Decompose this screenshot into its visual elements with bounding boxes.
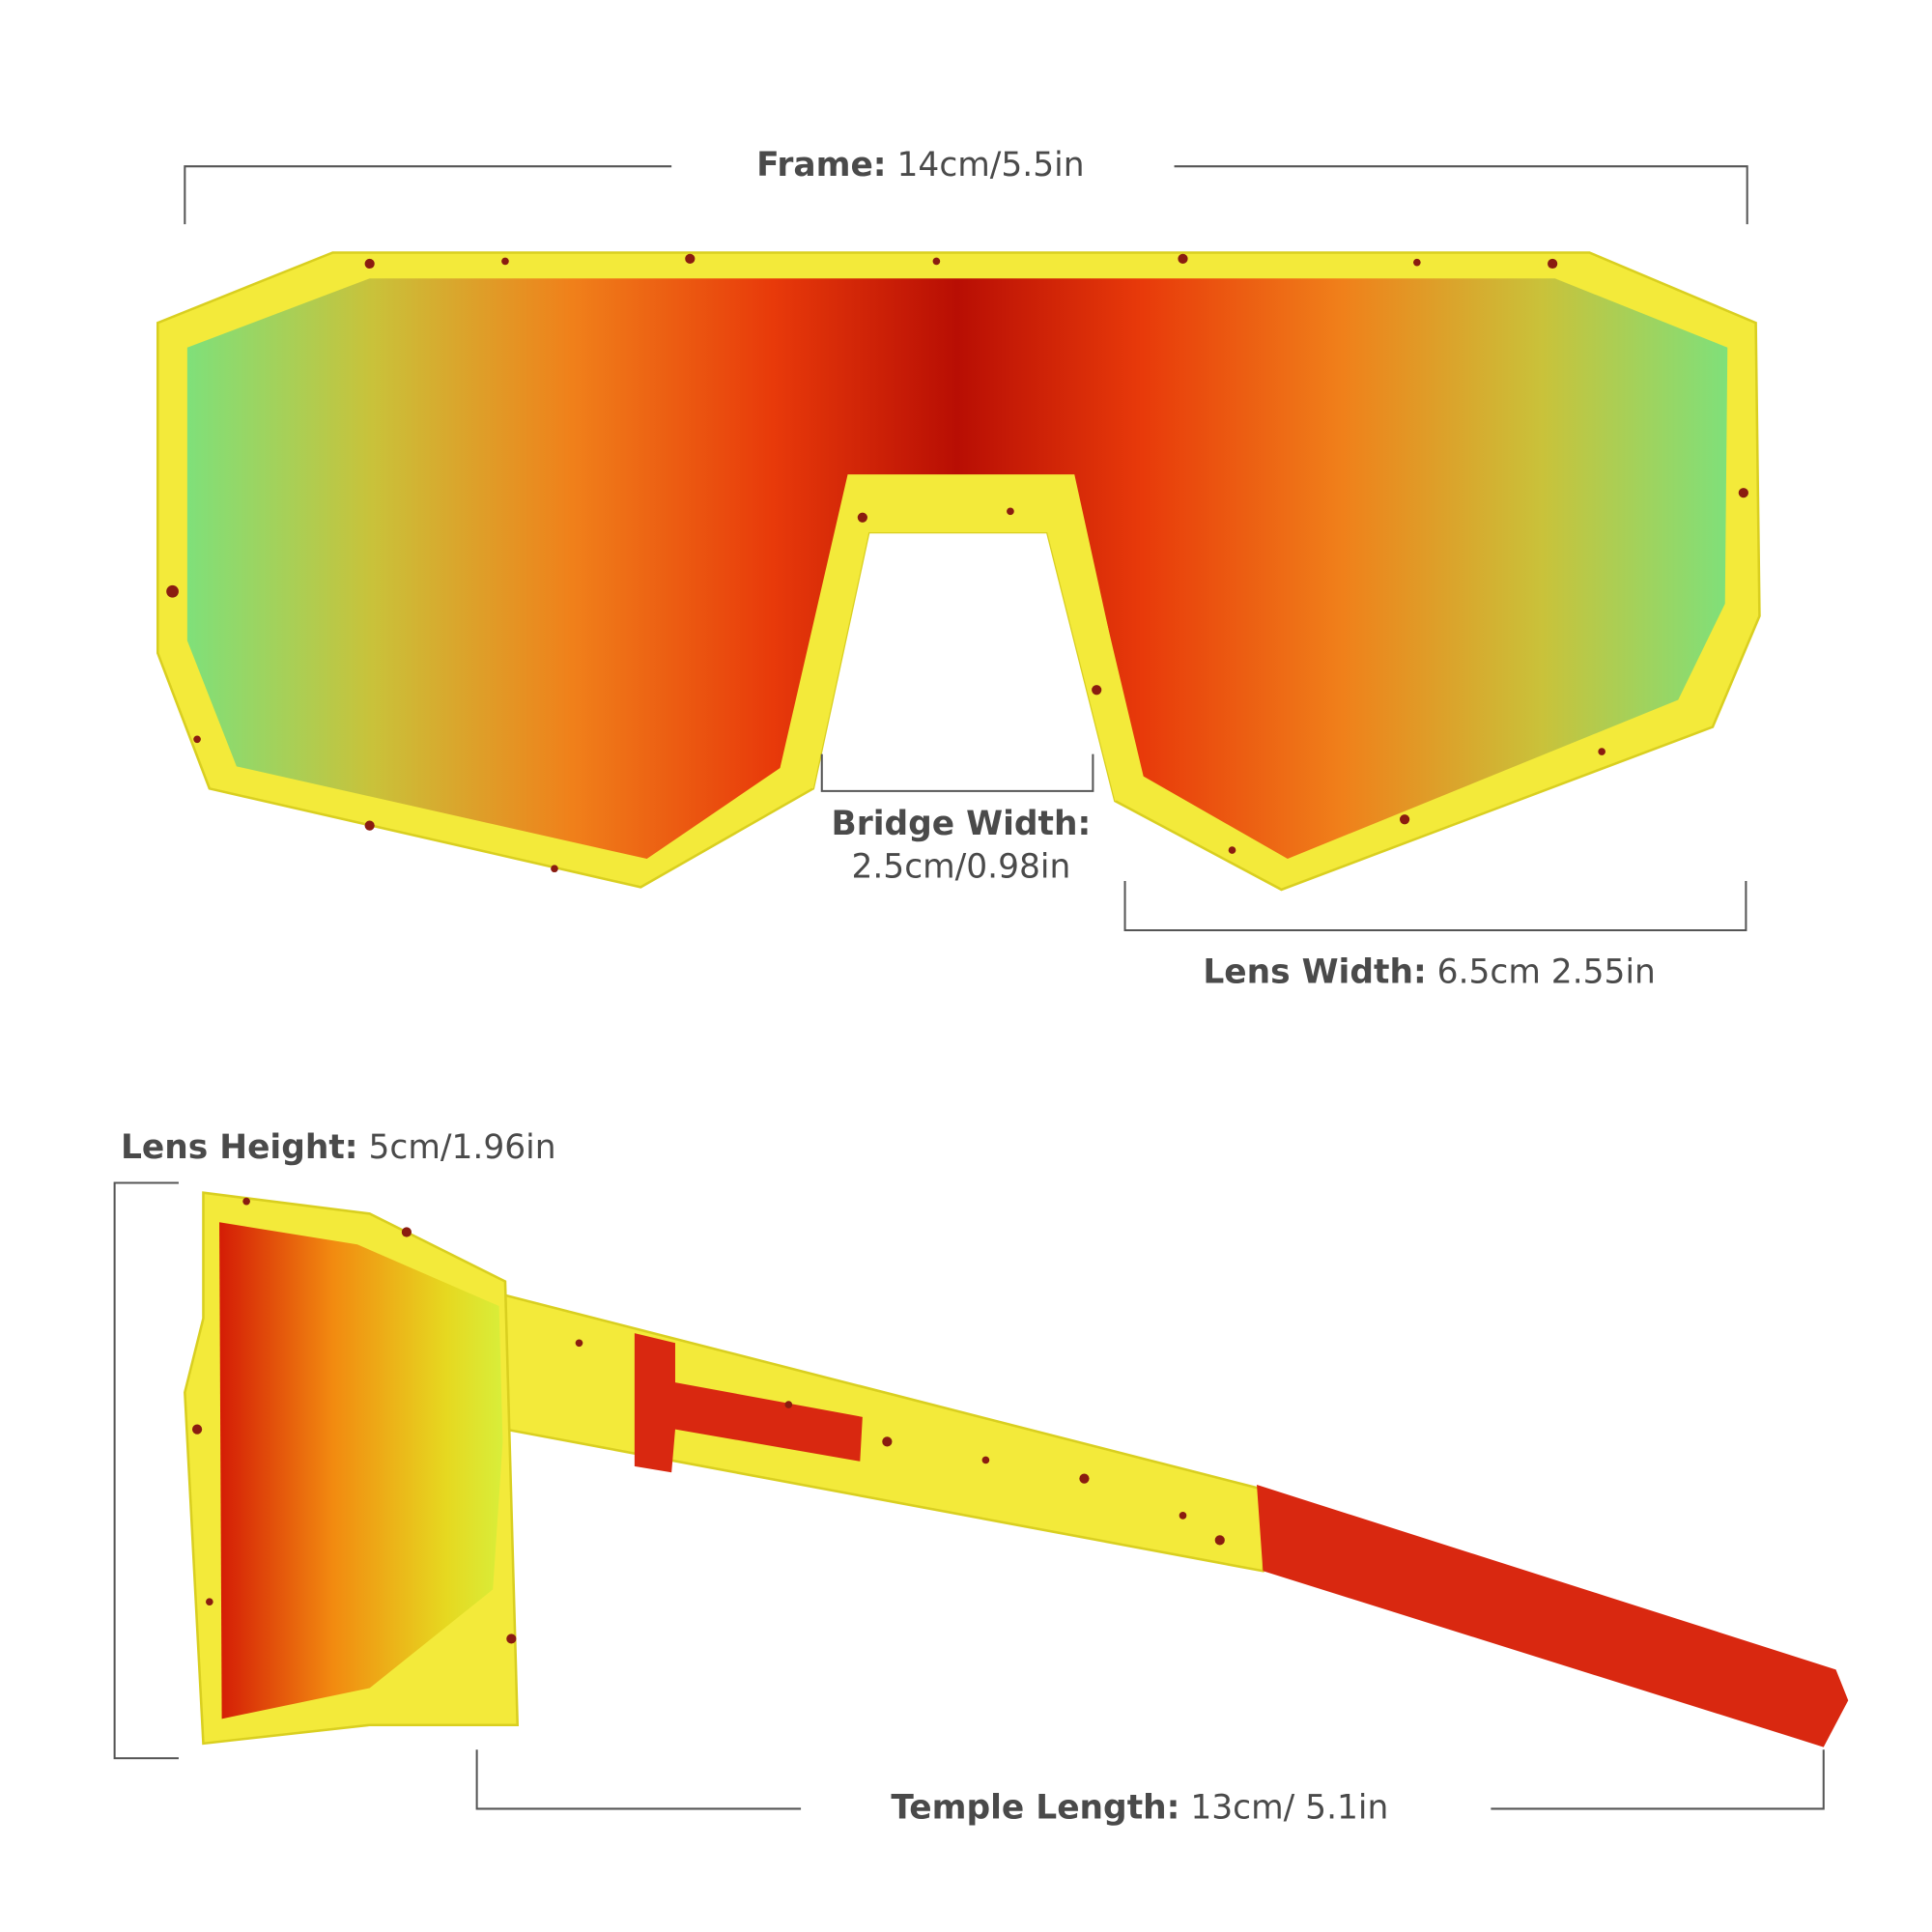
- lens-width-measure: Lens Width: 6.5cm 2.55in: [1203, 952, 1656, 991]
- dimension-lines: [113, 165, 1825, 1810]
- temple-arm: [497, 1292, 1271, 1573]
- front-bridge: [779, 474, 1144, 802]
- value: 14cm/5.5in: [897, 146, 1085, 185]
- lens-height-bracket: [113, 1181, 179, 1760]
- temple-bracket-left: [475, 1749, 802, 1810]
- temple-length-measure: Temple Length: 13cm/ 5.1in: [891, 1788, 1388, 1827]
- front-view: [156, 251, 1761, 892]
- front-lens: [186, 278, 1728, 860]
- side-view: [184, 1191, 1849, 1747]
- value: 13cm/ 5.1in: [1190, 1788, 1388, 1827]
- label: Lens Height:: [121, 1127, 358, 1166]
- frame-measure: Frame: 14cm/5.5in: [756, 146, 1084, 185]
- label: Lens Width:: [1203, 952, 1426, 991]
- bridge-bracket: [820, 753, 1094, 792]
- frame-bracket-right: [1174, 165, 1748, 225]
- front-spots: [166, 253, 1748, 873]
- temple-tip: [1257, 1484, 1849, 1747]
- label: Frame:: [756, 146, 887, 185]
- bridge-label: Bridge Width:: [832, 805, 1092, 843]
- bridge-value: 2.5cm/0.98in: [851, 848, 1070, 887]
- lens-height-measure: Lens Height: 5cm/1.96in: [121, 1127, 556, 1166]
- value: 6.5cm 2.55in: [1437, 952, 1656, 991]
- side-spots: [191, 1197, 1225, 1644]
- value: 5cm/1.96in: [369, 1127, 556, 1166]
- temple-hinge: [634, 1333, 863, 1473]
- label: Temple Length:: [891, 1788, 1179, 1827]
- lens-width-bracket: [1123, 880, 1747, 932]
- side-lens: [219, 1222, 503, 1719]
- temple-bracket-right: [1491, 1749, 1825, 1810]
- frame-bracket-left: [184, 165, 672, 225]
